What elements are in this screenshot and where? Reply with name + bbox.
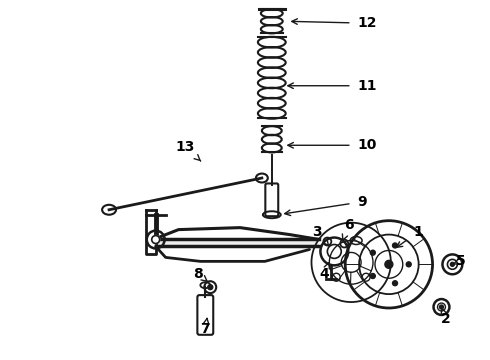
Text: 7: 7	[200, 318, 210, 336]
Text: 1: 1	[396, 225, 423, 247]
Text: 11: 11	[288, 79, 377, 93]
Text: 2: 2	[441, 309, 450, 326]
Text: 9: 9	[285, 195, 367, 216]
Text: 12: 12	[292, 16, 377, 30]
Circle shape	[440, 305, 443, 309]
Circle shape	[392, 281, 397, 286]
Circle shape	[370, 250, 375, 255]
Circle shape	[450, 262, 454, 266]
Text: 5: 5	[453, 255, 465, 268]
Text: 10: 10	[288, 138, 377, 152]
Text: 8: 8	[194, 267, 207, 281]
Text: 13: 13	[176, 140, 200, 161]
Text: 6: 6	[343, 218, 354, 240]
Circle shape	[392, 243, 397, 248]
Circle shape	[406, 262, 411, 267]
Text: 3: 3	[313, 225, 329, 246]
Circle shape	[152, 235, 160, 243]
Text: 4: 4	[319, 263, 329, 281]
Circle shape	[208, 285, 213, 290]
Circle shape	[370, 274, 375, 279]
Circle shape	[385, 260, 393, 268]
